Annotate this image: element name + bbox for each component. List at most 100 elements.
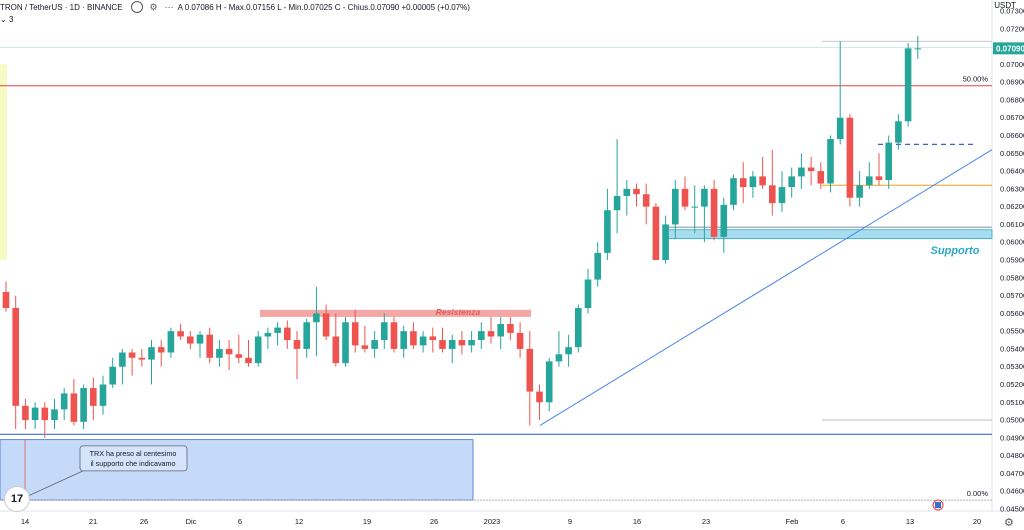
candle-body (875, 176, 883, 180)
symbol-label[interactable]: TRON / TetherUS · 1D · BINANCE (0, 2, 123, 12)
candle-body (138, 357, 146, 360)
gear-icon[interactable]: ⚙ (149, 1, 158, 12)
candle-body (31, 407, 39, 421)
candle-body (41, 407, 49, 421)
candle-body (604, 210, 611, 253)
candle-body (284, 327, 291, 341)
x-tick-label: 26 (140, 517, 148, 526)
candle-body (448, 340, 456, 349)
candle-body (400, 331, 407, 349)
candle-body (720, 204, 728, 237)
indicator-count[interactable]: ⌄ 3 (0, 15, 14, 24)
candle-body (555, 354, 563, 362)
indicator-count-value: 3 (8, 15, 14, 24)
settings-gear-icon[interactable]: ⚙ (1004, 517, 1014, 529)
candle-body (565, 347, 572, 355)
candle-body (410, 331, 417, 346)
candle-body (691, 206, 698, 208)
left-highlight-zone (0, 64, 7, 260)
candle-body (633, 188, 640, 195)
candle-body (187, 336, 194, 344)
more-icon[interactable]: ⋯ (164, 1, 174, 12)
x-tick-label: 9 (568, 517, 572, 526)
candle-body (51, 409, 58, 421)
eye-icon[interactable] (130, 1, 143, 13)
callout-box (79, 445, 188, 472)
resistance-label: Resistenza (436, 307, 481, 317)
event-flag-inner (935, 502, 941, 508)
candle-body (12, 308, 19, 406)
candle-body (749, 176, 757, 188)
candle-body (439, 340, 446, 349)
candle-body (507, 324, 514, 333)
candle-body (856, 185, 863, 198)
candle-body (866, 176, 873, 186)
fib-0-label: 0.00% (967, 489, 989, 498)
candle-body (788, 176, 795, 188)
candle-body (662, 224, 669, 260)
candle-body (235, 354, 243, 358)
candle-body (914, 48, 922, 50)
tradingview-logo[interactable]: 17 (4, 486, 30, 512)
x-tick-label: 6 (238, 517, 242, 526)
candle-body (293, 340, 301, 349)
candle-body (303, 322, 310, 349)
candle-body (739, 178, 747, 188)
candle-body (652, 206, 660, 260)
x-tick-label: 23 (702, 517, 710, 526)
candle-body (22, 405, 29, 421)
candle-body (128, 352, 136, 358)
x-tick-label: 14 (21, 517, 29, 526)
candle-body (516, 332, 524, 349)
candle-body (769, 185, 776, 204)
candle-body (361, 345, 369, 349)
currency-label[interactable]: USDT (994, 1, 1016, 10)
trend-line (539, 149, 993, 426)
candle-body (798, 167, 805, 177)
candle-body (264, 332, 272, 337)
blue-support-zone (0, 439, 474, 501)
callout-text-2: il supporto che indicavamo (90, 459, 175, 468)
candle-body (206, 334, 213, 358)
candle-body (332, 336, 340, 364)
x-tick-label: Feb (786, 517, 799, 526)
candle-body (478, 331, 485, 341)
candle-body (807, 167, 815, 172)
x-tick-label: 21 (89, 517, 97, 526)
candle-body (351, 322, 359, 346)
candle-body (827, 139, 834, 184)
candle-body (381, 322, 388, 341)
candle-body (254, 336, 262, 364)
candle-body (109, 366, 116, 385)
x-tick-label: 19 (363, 517, 371, 526)
x-tick-label: 12 (295, 517, 303, 526)
candle-body (429, 336, 437, 341)
callout-text-1: TRX ha preso al centesimo (90, 449, 177, 458)
candle-body (545, 361, 553, 403)
candle-body (322, 313, 330, 337)
x-tick-label: 13 (906, 517, 914, 526)
